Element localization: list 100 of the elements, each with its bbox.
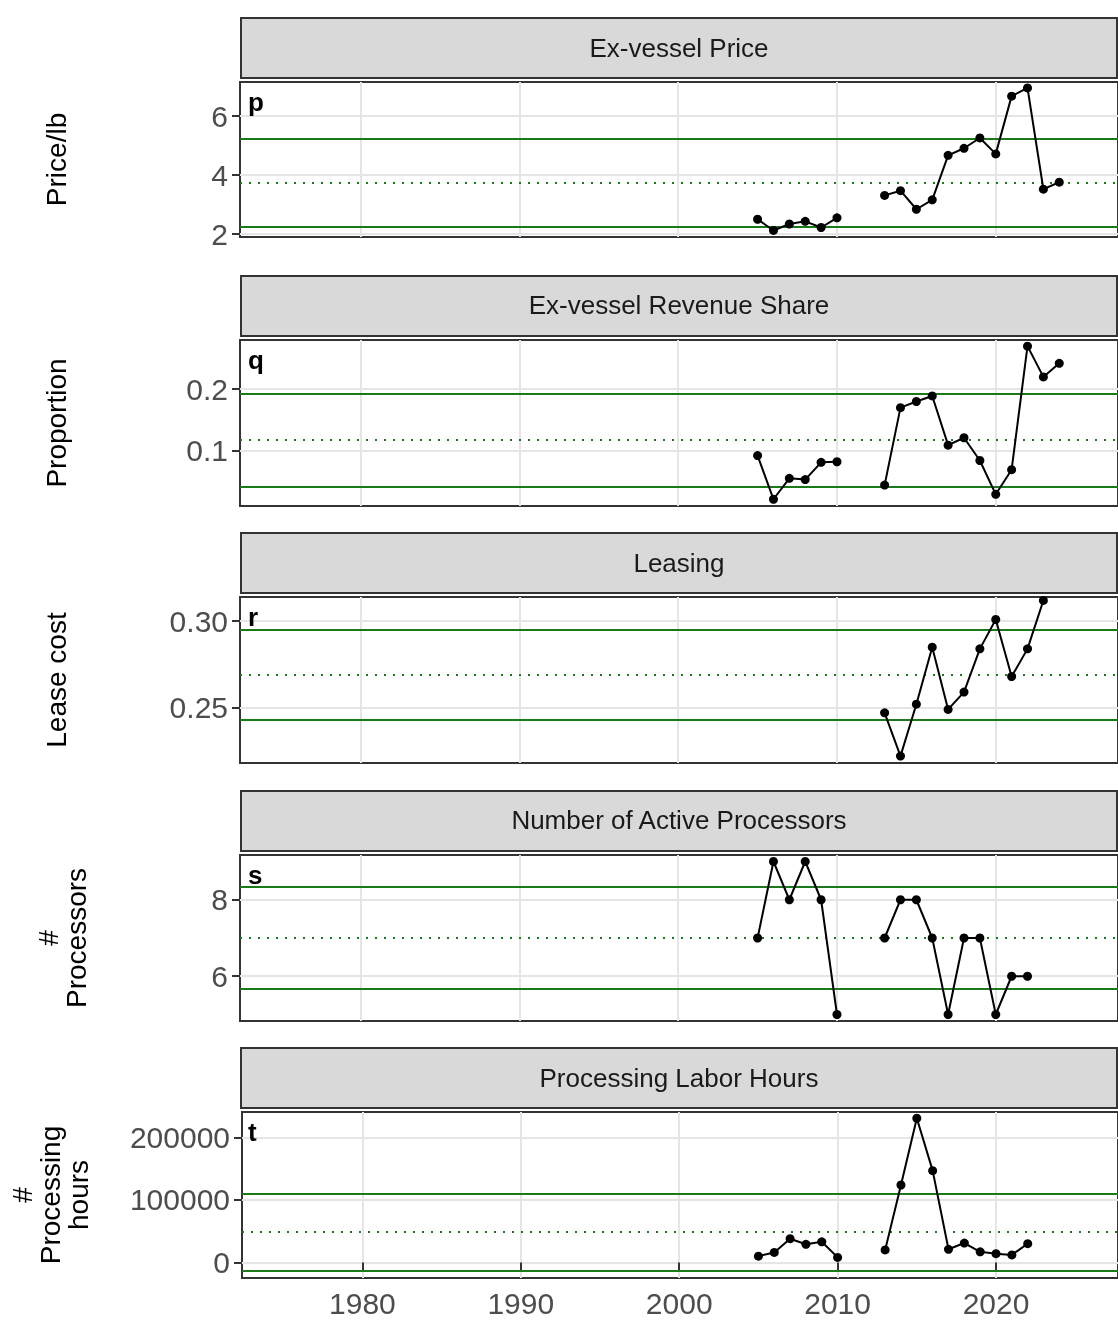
y-tick-label: 0.30	[169, 604, 228, 638]
chart-title: Ex-vessel Price	[240, 17, 1118, 79]
point	[927, 390, 937, 400]
point	[769, 1247, 779, 1257]
point	[768, 494, 778, 504]
point	[959, 143, 969, 153]
point	[753, 1251, 763, 1261]
y-tick-label: 4	[211, 158, 228, 192]
point	[975, 644, 985, 654]
point	[1023, 1239, 1033, 1249]
point	[800, 856, 810, 866]
point	[959, 432, 969, 442]
point	[833, 1252, 843, 1262]
point	[784, 473, 794, 483]
point	[911, 396, 921, 406]
point	[753, 933, 763, 942]
y-tick-label: 0.25	[169, 691, 228, 725]
point	[1007, 464, 1017, 474]
annotation: t	[248, 1117, 257, 1147]
point	[880, 708, 890, 718]
point	[785, 1234, 795, 1244]
x-tick-label: 2000	[645, 1286, 713, 1320]
point	[927, 933, 937, 942]
point	[880, 1245, 890, 1255]
x-tick-label: 2010	[804, 1286, 871, 1320]
point	[943, 1009, 953, 1019]
point	[1023, 644, 1032, 654]
point	[959, 933, 969, 942]
point	[912, 1113, 922, 1123]
point	[1038, 595, 1048, 605]
point	[1038, 371, 1048, 381]
point	[1023, 971, 1032, 981]
point	[1023, 83, 1032, 93]
point	[911, 894, 921, 904]
point	[911, 204, 921, 214]
point	[959, 1238, 969, 1248]
point	[895, 894, 905, 904]
point	[991, 1009, 1001, 1019]
point	[895, 402, 905, 412]
point	[896, 1180, 906, 1190]
point	[1054, 177, 1064, 187]
point	[959, 687, 969, 697]
chart-title: Processing Labor Hours	[240, 1047, 1118, 1109]
y-tick-label: 6	[211, 99, 228, 133]
y-axis-title: Price/lb	[40, 112, 72, 207]
y-tick-label: 2	[211, 217, 228, 251]
point	[1007, 1250, 1017, 1260]
y-tick-label: 0.2	[186, 372, 228, 406]
point	[880, 190, 890, 200]
x-tick-label: 1990	[487, 1286, 555, 1320]
point	[800, 474, 810, 484]
point	[975, 455, 985, 465]
y-tick-label: 0.1	[186, 433, 228, 467]
chart-title: Leasing	[240, 532, 1118, 594]
annotation: s	[248, 859, 263, 890]
x-tick-label: 2020	[962, 1286, 1030, 1320]
point	[753, 214, 763, 224]
point	[991, 1249, 1001, 1259]
point	[800, 216, 810, 226]
y-tick-label: 0	[213, 1245, 230, 1279]
y-axis-title: # Processors	[32, 867, 92, 1008]
point	[784, 219, 794, 229]
point	[801, 1239, 811, 1249]
point	[928, 1166, 938, 1176]
point	[816, 223, 826, 233]
point	[927, 642, 937, 652]
annotation: p	[248, 87, 264, 117]
point	[975, 133, 985, 143]
y-tick-label: 200000	[129, 1121, 230, 1155]
point	[880, 480, 890, 490]
x-tick-label: 1980	[329, 1286, 396, 1320]
point	[832, 456, 842, 466]
point	[816, 894, 826, 904]
point	[944, 1244, 953, 1254]
point	[943, 440, 953, 450]
annotation: q	[248, 344, 264, 375]
point	[880, 933, 890, 942]
y-axis-title: Proportion	[40, 357, 72, 488]
point	[816, 457, 826, 467]
point	[753, 450, 763, 460]
point	[1007, 672, 1017, 682]
point	[991, 149, 1001, 159]
point	[927, 195, 937, 205]
chart-title: Number of Active Processors	[240, 789, 1118, 852]
point	[817, 1237, 827, 1247]
annotation: r	[248, 602, 259, 632]
point	[1038, 184, 1048, 194]
point	[911, 699, 921, 709]
y-tick-label: 100000	[129, 1183, 230, 1217]
point	[768, 856, 778, 866]
point	[832, 213, 842, 223]
point	[991, 614, 1001, 624]
point	[943, 704, 953, 714]
point	[1007, 91, 1017, 101]
point	[975, 1247, 985, 1257]
point	[991, 489, 1001, 499]
point	[1007, 971, 1017, 981]
y-axis-title: Lease cost	[40, 612, 72, 748]
point	[975, 933, 985, 942]
point	[1023, 341, 1032, 351]
